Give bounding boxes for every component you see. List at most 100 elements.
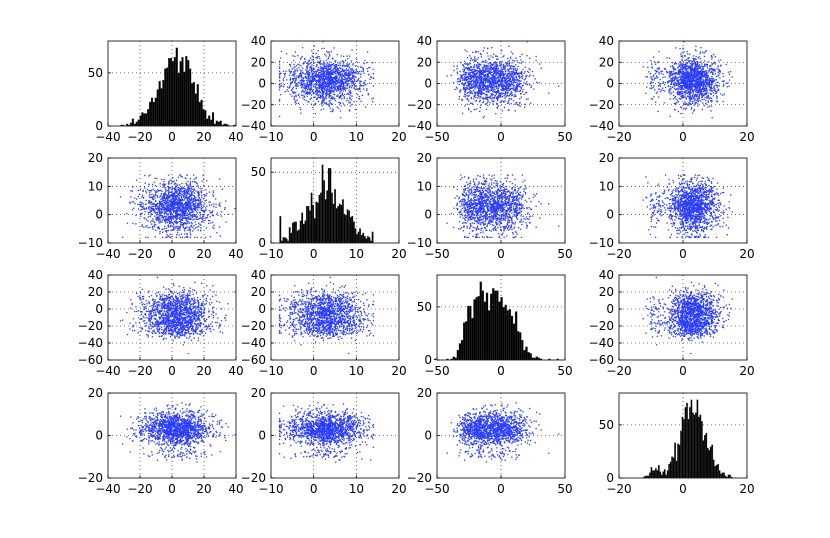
scatter-point <box>502 72 504 75</box>
scatter-point <box>492 76 494 78</box>
scatter-point <box>492 103 494 105</box>
scatter-point <box>355 58 358 60</box>
scatter-point <box>656 70 658 73</box>
scatter-point <box>702 102 704 104</box>
scatter-point <box>344 65 346 67</box>
scatter-point <box>679 73 681 75</box>
scatter-point <box>506 65 509 67</box>
scatter-point <box>333 89 335 91</box>
scatter-point <box>476 78 478 80</box>
scatter-point <box>496 92 498 94</box>
scatter-point <box>312 67 315 69</box>
scatter-point <box>499 63 501 65</box>
scatter-point <box>340 105 342 107</box>
scatter-point <box>476 79 479 81</box>
scatter-point <box>683 83 685 85</box>
scatter-point <box>664 76 666 78</box>
scatter-point <box>693 89 695 91</box>
scatter-point <box>502 83 504 85</box>
scatter-point <box>321 74 323 77</box>
scatter-point <box>164 230 166 232</box>
scatter-point <box>529 57 531 59</box>
scatter-point <box>176 225 178 228</box>
scatter-point <box>680 82 682 85</box>
scatter-point <box>696 72 698 75</box>
scatter-point <box>155 218 157 220</box>
scatter-point <box>312 70 314 72</box>
scatter-point <box>327 77 329 79</box>
scatter-point <box>346 84 349 86</box>
scatter-point <box>339 102 342 105</box>
scatter-point <box>282 86 285 88</box>
scatter-point <box>515 87 517 89</box>
scatter-point <box>137 203 139 206</box>
scatter-point <box>199 188 201 190</box>
scatter-point <box>707 106 709 108</box>
scatter-point <box>328 71 331 74</box>
scatter-point <box>705 74 707 77</box>
scatter-point <box>325 59 328 62</box>
scatter-point <box>677 70 680 73</box>
scatter-point <box>508 109 510 111</box>
scatter-point <box>711 68 713 71</box>
scatter-point <box>681 76 684 79</box>
histogram-bar <box>206 118 209 127</box>
scatter-point <box>330 87 332 89</box>
scatter-point <box>710 81 713 83</box>
scatter-point <box>689 99 691 102</box>
scatter-point <box>711 72 714 75</box>
scatter-point <box>486 90 488 92</box>
scatter-point <box>485 78 487 80</box>
scatter-point <box>337 87 340 89</box>
scatter-point <box>485 103 487 105</box>
scatter-point <box>314 77 316 79</box>
scatter-point <box>517 72 519 75</box>
scatter-point <box>513 95 515 98</box>
scatter-point <box>702 78 704 81</box>
scatter-point <box>322 68 324 70</box>
scatter-point <box>525 75 527 77</box>
scatter-point <box>483 89 485 91</box>
scatter-point <box>314 112 317 115</box>
scatter-point <box>493 97 495 100</box>
scatter-point <box>311 59 313 61</box>
scatter-point <box>309 92 311 94</box>
scatter-point <box>667 81 670 84</box>
scatter-point <box>672 77 675 79</box>
scatter-point <box>470 71 472 74</box>
scatter-point <box>349 85 351 87</box>
scatter-point <box>479 78 481 80</box>
scatter-point <box>713 85 715 87</box>
scatter-point <box>504 92 506 94</box>
scatter-point <box>486 98 489 101</box>
scatter-point <box>488 76 490 78</box>
scatter-point <box>325 95 327 97</box>
scatter-point <box>345 79 347 81</box>
scatter-point <box>296 85 298 87</box>
scatter-point <box>511 70 513 73</box>
scatter-point <box>482 80 485 83</box>
scatter-point <box>492 71 495 73</box>
scatter-point <box>722 94 724 96</box>
scatter-point <box>455 86 458 89</box>
scatter-point <box>480 89 482 91</box>
scatter-point <box>490 89 492 91</box>
scatter-point <box>131 201 133 203</box>
scatter-point <box>311 55 313 57</box>
scatter-point <box>668 76 670 78</box>
scatter-point <box>360 76 362 78</box>
scatter-point <box>504 88 506 90</box>
scatter-point <box>508 68 510 71</box>
scatter-point <box>356 80 358 82</box>
scatter-point <box>684 81 686 84</box>
scatter-point <box>496 65 498 68</box>
scatter-point <box>466 57 469 59</box>
scatter-point <box>708 84 710 86</box>
scatter-point <box>360 100 362 102</box>
scatter-point <box>689 94 691 96</box>
scatter-point <box>695 79 697 81</box>
scatter-point <box>483 64 485 66</box>
scatter-point <box>488 58 490 60</box>
scatter-point <box>677 88 679 91</box>
scatter-point <box>183 188 185 190</box>
